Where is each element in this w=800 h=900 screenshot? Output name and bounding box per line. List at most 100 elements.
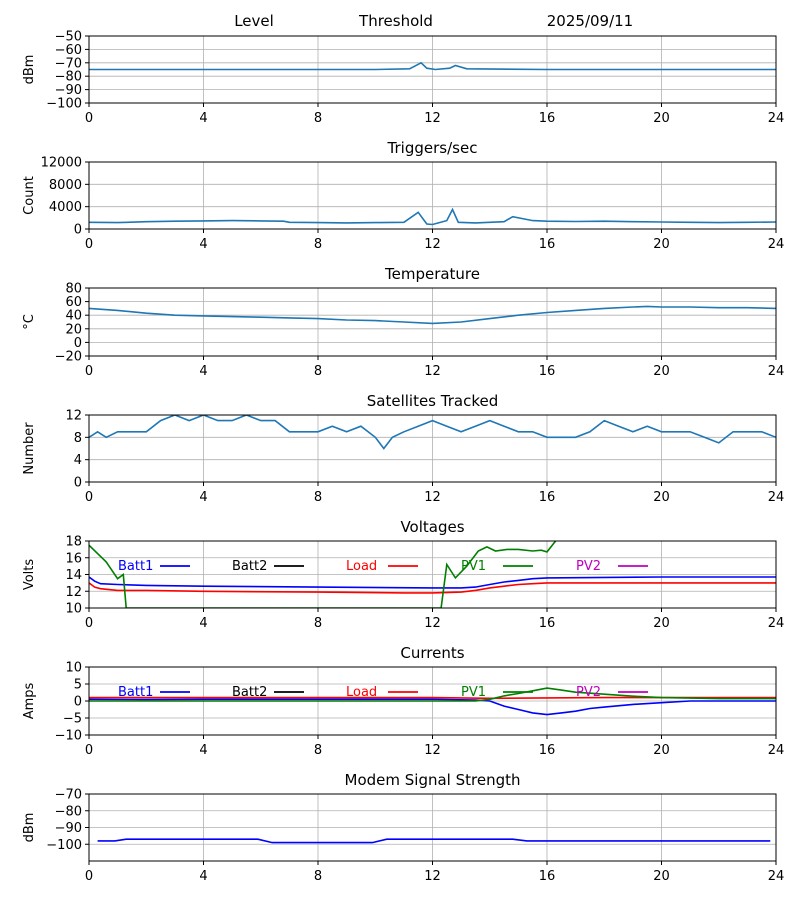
satellites-title: Satellites Tracked: [367, 392, 498, 410]
temperature-xtick-label: 24: [768, 364, 785, 379]
level-ytick-label: −80: [55, 70, 82, 85]
voltages-legend-label: PV1: [461, 559, 486, 574]
voltages-xtick-label: 4: [199, 616, 207, 631]
level-series-line: [89, 61, 776, 71]
temperature-ylabel: °C: [22, 314, 37, 330]
header-level-label: Level: [234, 12, 274, 30]
currents-series-line-pv1: [89, 687, 776, 702]
currents-ytick-label: 0: [74, 695, 82, 710]
level-ytick-label: −70: [55, 56, 82, 71]
currents-xtick-label: 16: [539, 743, 556, 758]
voltages-legend-label: Batt1: [118, 559, 153, 574]
satellites-ytick-label: 12: [65, 409, 82, 424]
currents-xtick-label: 4: [199, 743, 207, 758]
currents-series-line-load: [89, 696, 776, 700]
level-xtick-label: 8: [314, 111, 322, 126]
voltages-ylabel: Volts: [22, 559, 37, 591]
level-ytick-label: −60: [55, 43, 82, 58]
voltages-ytick-label: 14: [65, 568, 82, 583]
modem-ytick-label: −90: [55, 821, 82, 836]
currents-ytick-label: −5: [63, 712, 82, 727]
triggers-xtick-label: 0: [85, 237, 93, 252]
satellites-panel: 0 4 8 12 16 20 24 0 4 8 12 Satellites Tracked Number: [22, 392, 784, 505]
triggers-ytick-label: 4000: [49, 200, 82, 215]
satellites-xtick-label: 24: [768, 490, 785, 505]
triggers-xtick-label: 4: [199, 237, 207, 252]
currents-ytick-label: 5: [74, 678, 82, 693]
voltages-xtick-label: 20: [653, 616, 670, 631]
currents-series-line-batt1: [89, 698, 776, 716]
satellites-xtick-label: 0: [85, 490, 93, 505]
temperature-title: Temperature: [384, 265, 480, 283]
satellites-ylabel: Number: [22, 422, 37, 475]
modem-ytick-label: −80: [55, 804, 82, 819]
temperature-ytick-label: 20: [65, 322, 82, 337]
voltages-ytick-label: 16: [65, 551, 82, 566]
satellites-ytick-label: 8: [74, 431, 82, 446]
triggers-xtick-label: 24: [768, 237, 785, 252]
level-ylabel: dBm: [22, 55, 37, 85]
modem-xtick-label: 8: [314, 869, 322, 884]
voltages-title: Voltages: [400, 518, 464, 536]
currents-legend-label: Load: [346, 685, 377, 700]
voltages-series-line-pv1: [89, 541, 557, 608]
triggers-ytick-label: 8000: [49, 178, 82, 193]
triggers-xtick-label: 16: [539, 237, 556, 252]
temperature-xtick-label: 12: [424, 364, 441, 379]
voltages-ytick-label: 18: [65, 535, 82, 550]
voltages-ytick-label: 12: [65, 585, 82, 600]
level-panel: 0 4 8 12 16 20 24 −100−90−80−70−60−50 dBm: [22, 30, 784, 127]
modem-xtick-label: 16: [539, 869, 556, 884]
level-ytick-label: −50: [55, 30, 82, 45]
temperature-xtick-label: 0: [85, 364, 93, 379]
satellites-xtick-label: 16: [539, 490, 556, 505]
temperature-xtick-label: 20: [653, 364, 670, 379]
currents-ylabel: Amps: [22, 682, 37, 719]
voltages-legend-label: Load: [346, 559, 377, 574]
currents-xtick-label: 24: [768, 743, 785, 758]
voltages-series-line-batt1: [89, 576, 776, 589]
currents-legend-label: Batt2: [232, 685, 267, 700]
currents-legend-label: Batt1: [118, 685, 153, 700]
satellites-xtick-label: 20: [653, 490, 670, 505]
header-threshold-label: Threshold: [358, 12, 433, 30]
temperature-xtick-label: 16: [539, 364, 556, 379]
voltages-xtick-label: 8: [314, 616, 322, 631]
voltages-xtick-label: 12: [424, 616, 441, 631]
temperature-ytick-label: 80: [65, 282, 82, 297]
currents-ytick-label: −10: [55, 729, 82, 744]
triggers-title: Triggers/sec: [387, 139, 478, 157]
satellites-ytick-label: 4: [74, 453, 82, 468]
triggers-panel: 0 4 8 12 16 20 24 0 4000 8000 12000 Triggers/sec Cou…: [22, 139, 784, 252]
modem-ylabel: dBm: [22, 813, 37, 843]
temperature-ytick-label: 40: [65, 309, 82, 324]
triggers-ytick-label: 0: [74, 223, 82, 238]
level-xtick-label: 16: [539, 111, 556, 126]
voltages-xtick-label: 16: [539, 616, 556, 631]
modem-ytick-label: −70: [55, 788, 82, 803]
level-xtick-label: 20: [653, 111, 670, 126]
triggers-xtick-label: 20: [653, 237, 670, 252]
triggers-xtick-label: 8: [314, 237, 322, 252]
modem-xtick-label: 20: [653, 869, 670, 884]
temperature-xtick-label: 4: [199, 364, 207, 379]
triggers-ytick-label: 12000: [41, 156, 82, 171]
voltages-series-line-load: [89, 582, 776, 594]
satellites-xtick-label: 8: [314, 490, 322, 505]
temperature-ytick-label: 0: [74, 336, 82, 351]
modem-ytick-label: −100: [46, 838, 82, 853]
temperature-ytick-label: 60: [65, 295, 82, 310]
triggers-xtick-label: 12: [424, 237, 441, 252]
level-xtick-label: 0: [85, 111, 93, 126]
level-ytick-label: −100: [46, 97, 82, 112]
triggers-ylabel: Count: [22, 176, 37, 215]
voltages-ytick-label: 10: [65, 602, 82, 617]
triggers-series-line: [89, 207, 776, 226]
modem-title: Modem Signal Strength: [345, 771, 521, 789]
currents-xtick-label: 0: [85, 743, 93, 758]
satellites-xtick-label: 12: [424, 490, 441, 505]
satellites-ytick-label: 0: [74, 476, 82, 491]
